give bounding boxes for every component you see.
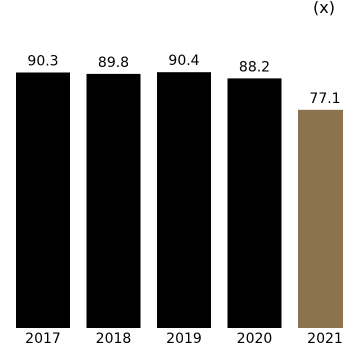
x-tick-label-2019: 2019 — [166, 331, 202, 345]
corner-label: (x) — [313, 0, 335, 17]
x-tick-label-2018: 2018 — [96, 331, 132, 345]
bar-2021 — [298, 109, 343, 328]
x-tick-label-2017: 2017 — [25, 331, 61, 345]
bar-2019 — [157, 72, 211, 328]
bar-2017 — [16, 72, 70, 328]
data-label-2019: 90.4 — [168, 53, 199, 69]
x-tick-label-2020: 2020 — [237, 331, 273, 345]
data-label-2017: 90.3 — [27, 54, 58, 70]
x-tick-label-2021: 2021 — [307, 331, 343, 345]
data-label-2020: 88.2 — [239, 59, 270, 75]
bar-2020 — [227, 78, 282, 329]
data-label-2021: 77.1 — [309, 91, 340, 107]
bar-2018 — [86, 73, 141, 329]
data-label-2018: 89.8 — [98, 55, 129, 71]
